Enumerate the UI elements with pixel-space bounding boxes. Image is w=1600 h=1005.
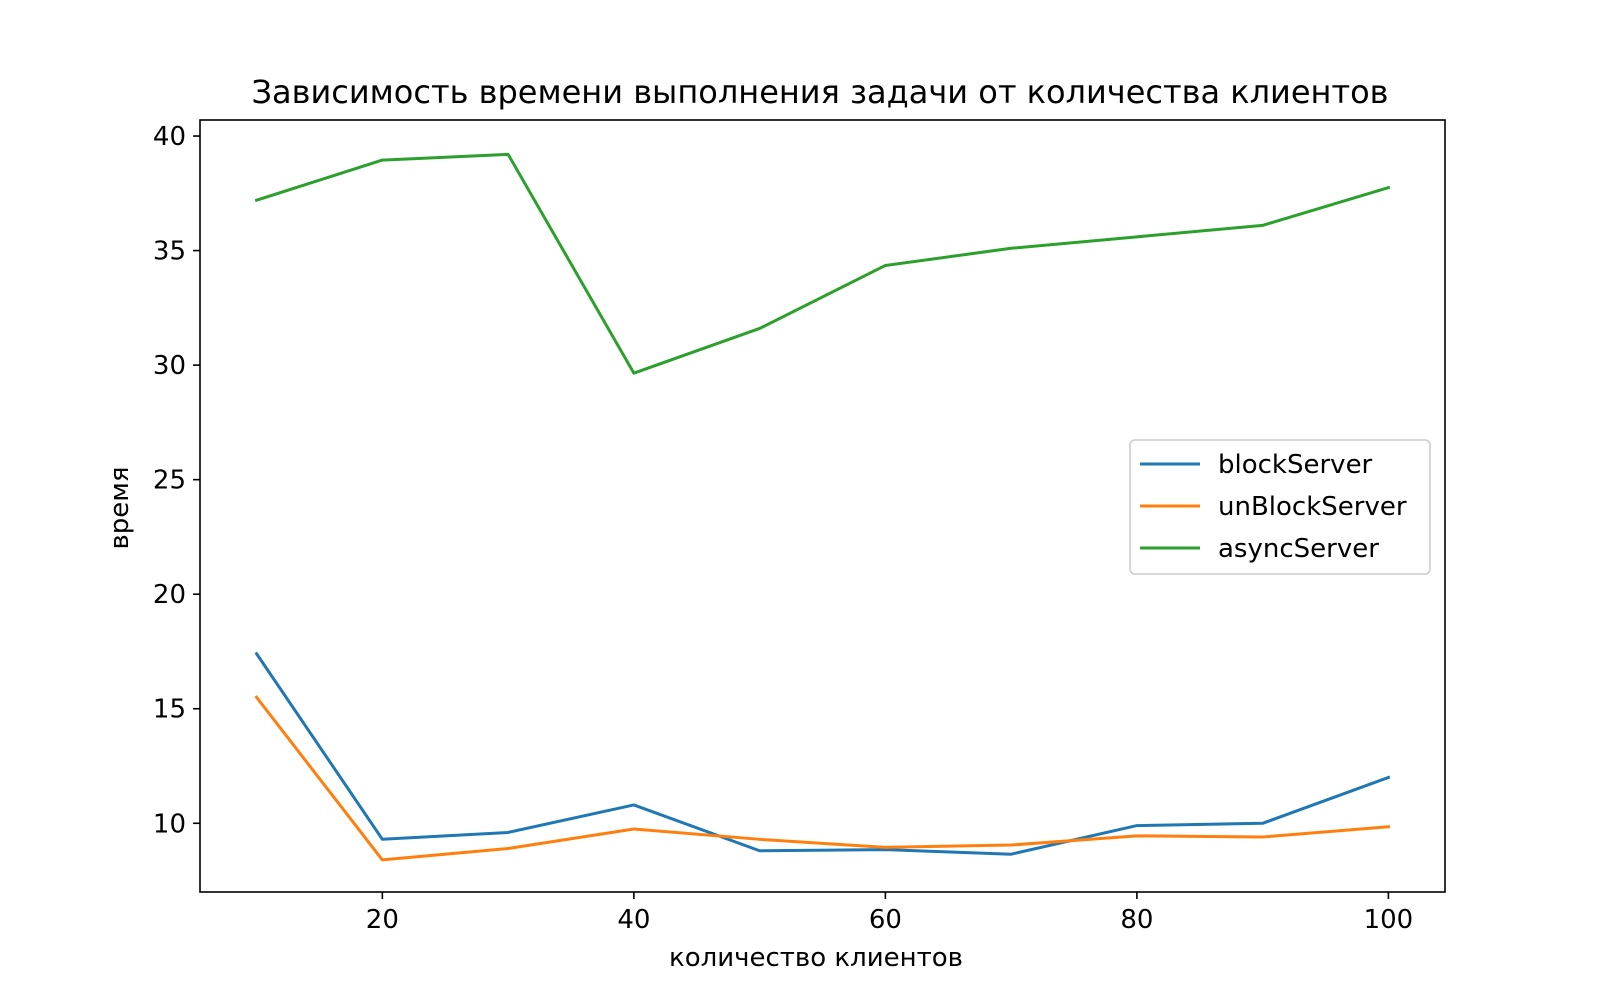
x-axis-label: количество клиентов: [669, 943, 963, 973]
legend: blockServer unBlockServer asyncServer: [1129, 439, 1431, 575]
series-line-un-block-server: [254, 695, 1391, 862]
y-tick-label: 30: [153, 351, 186, 381]
y-axis-ticks: 10 15 20 25 30 35 40: [153, 122, 200, 839]
x-tick-label: 40: [617, 905, 650, 935]
y-axis-label: время: [105, 466, 135, 549]
y-tick-label: 35: [153, 237, 186, 267]
legend-label-block-server: blockServer: [1218, 450, 1373, 480]
x-tick-label: 100: [1364, 905, 1414, 935]
y-tick-label: 10: [153, 809, 186, 839]
plot-area: [199, 119, 1446, 893]
series-lines: [254, 152, 1391, 862]
chart-title: Зависимость времени выполнения задачи от…: [251, 73, 1388, 111]
plot-frame: [199, 119, 1446, 893]
legend-label-async-server: asyncServer: [1218, 534, 1379, 564]
x-tick-label: 20: [366, 905, 399, 935]
x-axis-ticks: 20 40 60 80 100: [366, 892, 1413, 935]
y-tick-label: 25: [153, 466, 186, 496]
x-tick-label: 80: [1120, 905, 1153, 935]
y-tick-label: 15: [153, 695, 186, 725]
legend-label-un-block-server: unBlockServer: [1218, 492, 1407, 522]
x-tick-label: 60: [869, 905, 902, 935]
series-line-async-server: [254, 152, 1391, 375]
y-tick-label: 40: [153, 122, 186, 152]
y-tick-label: 20: [153, 580, 186, 610]
legend-box: [1129, 439, 1431, 575]
series-line-block-server: [254, 651, 1391, 856]
